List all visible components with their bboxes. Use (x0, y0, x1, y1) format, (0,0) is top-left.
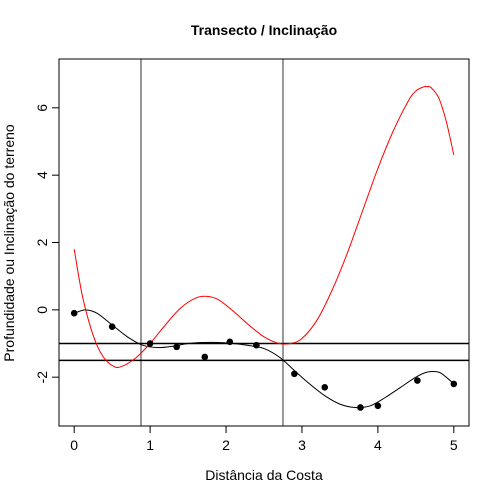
y-tick-label: 2 (34, 238, 50, 246)
data-point-7 (253, 341, 260, 349)
x-tick-label: 4 (374, 437, 382, 453)
y-axis-title: Profundidade ou Inclinação do terreno (1, 124, 17, 362)
chart-title: Transecto / Inclinação (191, 22, 337, 38)
data-point-13 (450, 380, 458, 388)
plot-area (59, 59, 469, 426)
x-axis-title: Distância da Costa (205, 467, 323, 483)
data-point-6 (226, 338, 234, 346)
y-axis: -2 0 2 4 6 (34, 104, 60, 384)
data-point-9 (321, 383, 329, 391)
x-tick-label: 0 (70, 437, 78, 453)
x-tick-label: 5 (450, 437, 458, 453)
data-point-11 (374, 402, 382, 410)
x-tick-label: 1 (146, 437, 154, 453)
data-point-4 (173, 343, 180, 351)
y-tick-label: 0 (34, 306, 50, 314)
plot-frame (58, 58, 470, 427)
data-point-2 (108, 323, 116, 330)
x-axis: 0 1 2 3 4 5 (70, 425, 458, 453)
data-point-5 (201, 353, 209, 361)
y-tick-label: -2 (34, 371, 50, 384)
data-point-8 (291, 370, 298, 378)
x-tick-label: 2 (222, 437, 230, 453)
data-point-3 (146, 340, 154, 347)
slope-curve (73, 85, 455, 368)
y-tick-label: 4 (34, 171, 50, 179)
y-tick-label: 6 (34, 104, 50, 112)
data-point-1 (70, 309, 78, 317)
x-tick-label: 3 (298, 437, 306, 453)
depth-curve (74, 309, 455, 409)
points-layer (70, 309, 458, 411)
lines-layer (59, 59, 469, 426)
data-point-12 (414, 377, 421, 384)
data-point-10 (357, 404, 364, 411)
